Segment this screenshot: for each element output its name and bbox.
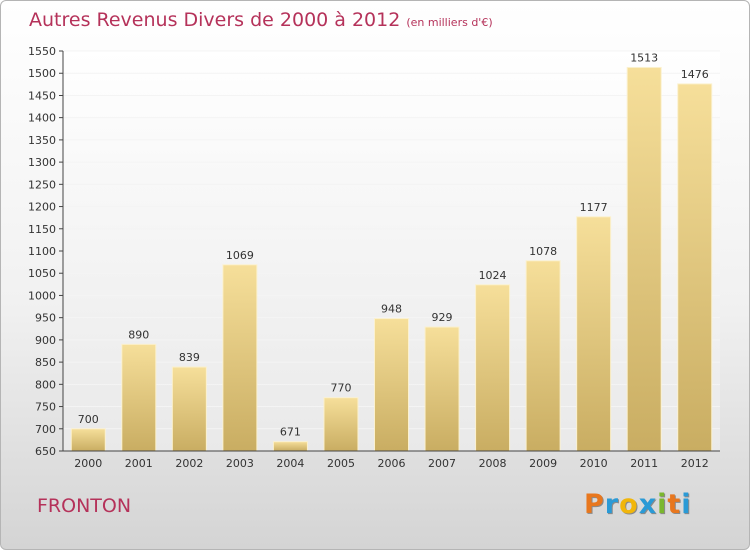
data-label: 1177 xyxy=(580,201,608,214)
bar xyxy=(626,66,662,452)
logo-letter: t xyxy=(667,489,682,520)
bar-layer: 700 890 839 1069 671 770 948 929 1024 1078 1177 151… xyxy=(70,51,713,452)
x-tick-label: 2007 xyxy=(428,457,456,470)
x-tick-label: 2005 xyxy=(327,457,355,470)
bar xyxy=(222,264,258,452)
place-name: FRONTON xyxy=(37,495,132,517)
bar xyxy=(171,366,207,452)
x-tick-label: 2008 xyxy=(479,457,507,470)
x-tick-label: 2009 xyxy=(529,457,557,470)
logo-letter: o xyxy=(619,489,639,520)
bar xyxy=(525,260,561,452)
logo-letter: i xyxy=(657,489,668,520)
axis-layer: 650 700 750 800 850 900 950 1000 1050 1100 1150 120… xyxy=(28,45,720,470)
y-tick-label: 1550 xyxy=(28,45,56,58)
x-tick-label: 2006 xyxy=(378,457,406,470)
data-label: 671 xyxy=(280,426,301,439)
y-tick-label: 650 xyxy=(35,445,56,458)
x-tick-label: 2004 xyxy=(276,457,304,470)
bar xyxy=(677,83,713,452)
y-tick-label: 1200 xyxy=(28,201,56,214)
data-label: 1513 xyxy=(630,51,658,64)
x-tick-label: 2001 xyxy=(125,457,153,470)
x-tick-label: 2012 xyxy=(681,457,709,470)
chart-subtitle: (en milliers d'€) xyxy=(406,16,493,29)
bar xyxy=(323,397,359,452)
bar xyxy=(374,318,409,452)
y-tick-label: 1400 xyxy=(28,112,56,125)
y-tick-label: 1150 xyxy=(28,223,56,236)
y-tick-label: 850 xyxy=(35,356,56,369)
logo-letter: P xyxy=(584,489,605,520)
data-label: 948 xyxy=(381,303,402,316)
y-tick-label: 1050 xyxy=(28,267,56,280)
data-label: 770 xyxy=(330,382,351,395)
data-label: 839 xyxy=(179,351,200,364)
y-tick-label: 1500 xyxy=(28,67,56,80)
y-tick-label: 1450 xyxy=(28,89,56,102)
chart-title: Autres Revenus Divers de 2000 à 2012 xyxy=(29,9,401,31)
x-tick-label: 2002 xyxy=(175,457,203,470)
data-label: 1069 xyxy=(226,249,254,262)
y-tick-label: 950 xyxy=(35,312,56,325)
data-label: 1078 xyxy=(529,245,557,258)
y-tick-label: 900 xyxy=(35,334,56,347)
data-label: 700 xyxy=(78,413,99,426)
logo-letter: i xyxy=(681,489,692,520)
y-tick-label: 1100 xyxy=(28,245,56,258)
y-tick-label: 700 xyxy=(35,423,56,436)
data-label: 1476 xyxy=(681,68,709,81)
bar xyxy=(576,216,612,452)
logo-letter: x xyxy=(638,489,658,520)
y-tick-label: 800 xyxy=(35,378,56,391)
y-tick-label: 1350 xyxy=(28,134,56,147)
data-label: 890 xyxy=(128,328,149,341)
bar xyxy=(272,441,308,452)
bar xyxy=(70,428,106,452)
x-tick-label: 2000 xyxy=(74,457,102,470)
logo-letter: r xyxy=(604,489,620,520)
bar xyxy=(475,284,511,452)
data-label: 1024 xyxy=(479,269,507,282)
x-tick-label: 2010 xyxy=(580,457,608,470)
y-tick-label: 750 xyxy=(35,401,56,414)
title-block: Autres Revenus Divers de 2000 à 2012 (en … xyxy=(29,9,493,31)
y-tick-label: 1000 xyxy=(28,289,56,302)
bar xyxy=(424,326,460,452)
x-tick-label: 2003 xyxy=(226,457,254,470)
proxiti-logo: Proxiti xyxy=(584,489,692,520)
bar xyxy=(121,343,157,452)
data-label: 929 xyxy=(432,311,453,324)
y-tick-label: 1250 xyxy=(28,178,56,191)
x-tick-label: 2011 xyxy=(630,457,658,470)
y-tick-label: 1300 xyxy=(28,156,56,169)
